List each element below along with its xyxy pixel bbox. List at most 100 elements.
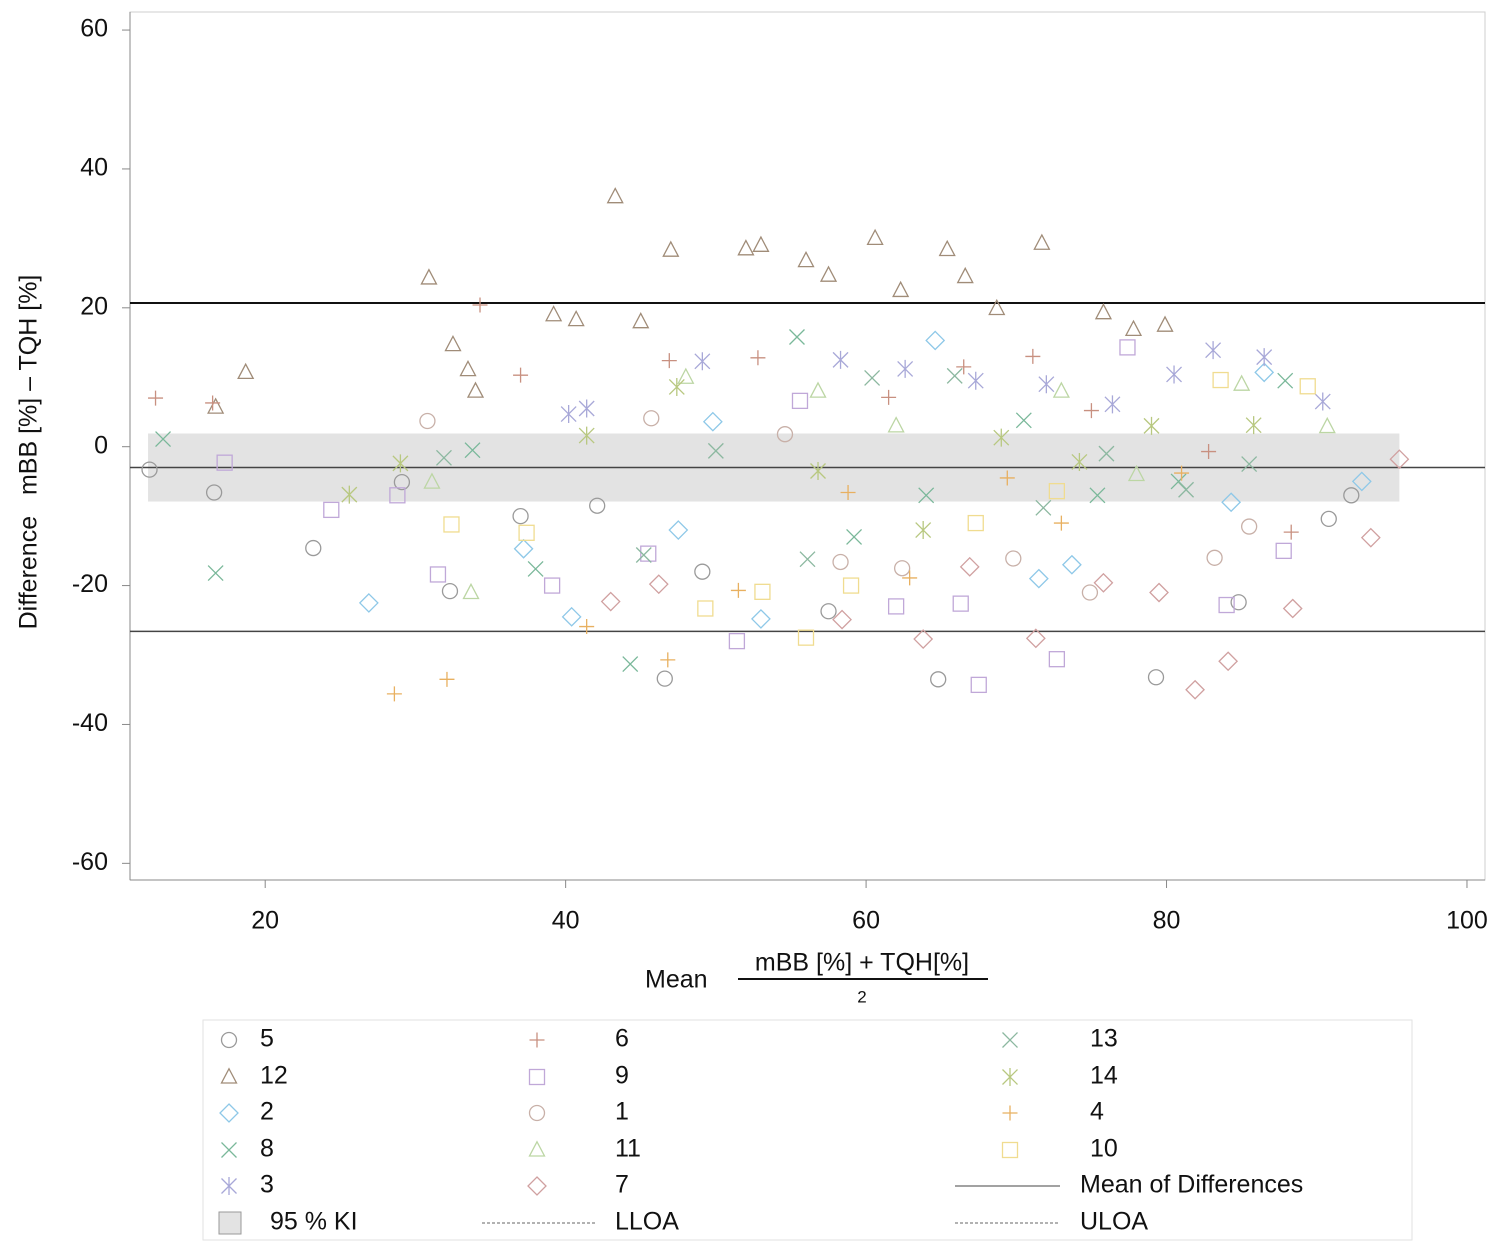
point — [730, 582, 746, 598]
y-tick-label: 40 — [80, 154, 108, 182]
point — [444, 334, 462, 352]
legend-label: 95 % KI — [270, 1208, 358, 1236]
y-tick-label: -20 — [72, 570, 108, 598]
point — [141, 461, 158, 478]
point — [819, 265, 838, 282]
point — [648, 574, 669, 595]
point — [887, 416, 905, 433]
point — [392, 454, 409, 473]
point — [205, 395, 221, 411]
point — [578, 426, 595, 445]
point — [656, 670, 673, 687]
legend-label: 10 — [1090, 1135, 1118, 1163]
legend-label: 14 — [1090, 1062, 1118, 1090]
point — [207, 565, 224, 582]
point — [707, 442, 724, 459]
point — [529, 1032, 545, 1048]
point — [902, 570, 918, 586]
point — [1360, 527, 1381, 548]
point — [1343, 487, 1360, 504]
point — [643, 410, 660, 427]
point — [436, 449, 452, 466]
point — [697, 600, 714, 617]
point — [728, 632, 746, 650]
point — [1282, 598, 1303, 619]
point — [219, 1103, 239, 1123]
point — [1156, 315, 1174, 332]
point — [1094, 303, 1113, 320]
point — [1098, 445, 1115, 462]
point — [464, 442, 481, 459]
point — [1318, 416, 1336, 434]
point — [668, 377, 685, 396]
point — [1201, 444, 1217, 460]
point — [1218, 651, 1239, 672]
point — [1245, 416, 1262, 435]
point — [956, 359, 972, 375]
point — [913, 629, 934, 649]
point — [797, 629, 815, 646]
point — [832, 553, 849, 571]
y-axis-label: Difference mBB [%] – TQH [%] — [15, 275, 43, 630]
point — [840, 485, 856, 501]
point — [737, 239, 755, 256]
point — [797, 250, 815, 268]
point — [750, 350, 766, 366]
point — [1256, 348, 1273, 367]
point — [155, 431, 172, 448]
point — [578, 399, 595, 418]
point — [1127, 464, 1146, 482]
point — [1035, 499, 1052, 516]
point — [1275, 542, 1292, 560]
point — [419, 412, 436, 430]
x-axis-label-numerator: mBB [%] + TQH[%] — [755, 949, 969, 977]
point — [443, 516, 460, 533]
point — [956, 266, 974, 284]
point — [513, 538, 534, 559]
point — [459, 359, 477, 377]
y-tick-label: -60 — [72, 848, 108, 876]
point — [341, 485, 358, 504]
point — [1143, 416, 1160, 435]
point — [389, 487, 406, 504]
point — [1241, 518, 1258, 535]
point — [1241, 456, 1258, 473]
point — [1185, 679, 1205, 700]
point — [1061, 554, 1082, 575]
point — [1033, 233, 1051, 250]
point — [842, 577, 860, 594]
point — [462, 582, 480, 600]
point — [1205, 341, 1222, 360]
point — [323, 501, 340, 519]
point — [1233, 374, 1251, 391]
point — [622, 656, 639, 673]
legend-label: 12 — [260, 1062, 288, 1090]
point — [993, 428, 1010, 447]
point — [237, 362, 255, 380]
point — [527, 560, 544, 577]
point — [776, 426, 794, 443]
y-tick-label: 20 — [80, 292, 108, 320]
legend-label: 2 — [260, 1098, 274, 1126]
point — [660, 652, 676, 668]
point — [832, 609, 852, 630]
x-tick-label: 100 — [1446, 907, 1488, 935]
point — [1052, 381, 1070, 398]
point — [1002, 1105, 1018, 1121]
point — [466, 381, 485, 398]
point — [751, 608, 771, 629]
point — [1212, 371, 1229, 389]
point — [1218, 596, 1235, 614]
point — [791, 392, 809, 410]
point — [545, 305, 563, 322]
point — [967, 371, 984, 390]
point — [527, 1176, 547, 1196]
point — [1314, 392, 1331, 411]
point — [1320, 510, 1337, 528]
x-axis-label-denominator: 2 — [857, 987, 866, 1006]
point — [606, 187, 624, 204]
point — [220, 1067, 238, 1084]
point — [1002, 1068, 1018, 1086]
point — [1089, 487, 1106, 504]
point — [441, 582, 459, 600]
